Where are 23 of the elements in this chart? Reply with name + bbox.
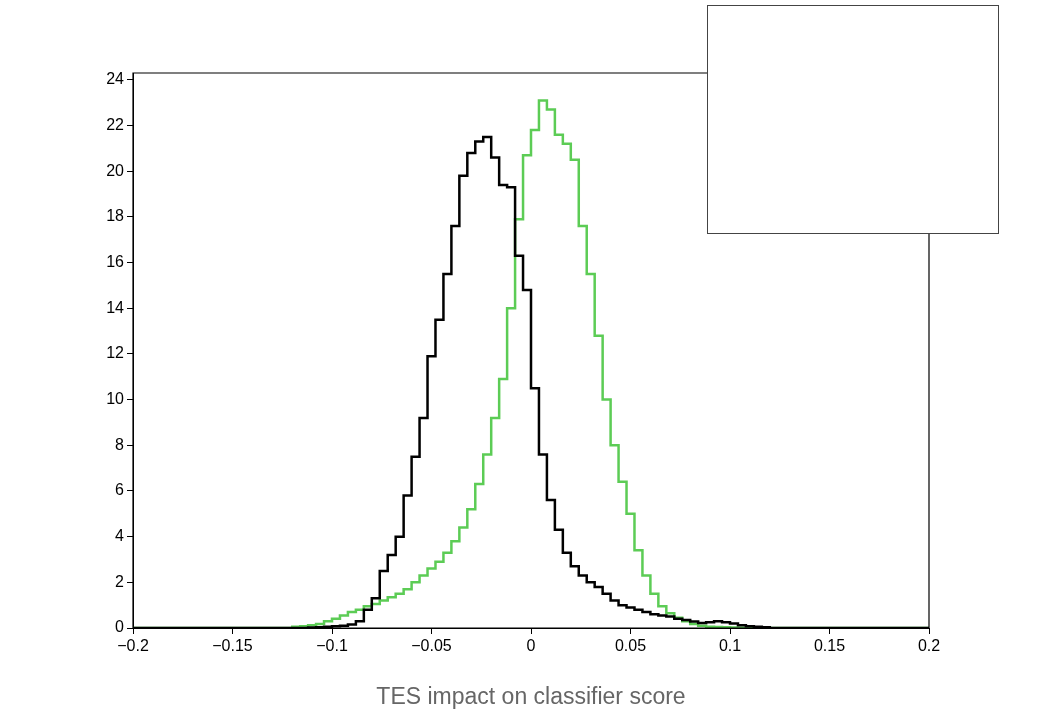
x-tick-label: 0.2 xyxy=(917,637,941,655)
y-tick-label: 8 xyxy=(115,435,125,453)
y-tick-label: 6 xyxy=(115,481,125,499)
x-tick-label: 0.15 xyxy=(813,637,846,655)
y-tick-label: 14 xyxy=(106,298,125,316)
x-tick-label: 0.05 xyxy=(614,637,647,655)
y-tick-label: 2 xyxy=(115,572,125,590)
x-tick-label: −0.15 xyxy=(212,637,253,655)
y-tick-label: 22 xyxy=(106,115,125,133)
y-tick-label: 12 xyxy=(106,344,125,362)
y-tick-label: 16 xyxy=(106,252,125,270)
y-tick-label: 20 xyxy=(106,161,125,179)
x-tick-label: −0.1 xyxy=(316,637,348,655)
y-tick-label: 4 xyxy=(115,527,125,545)
y-tick-label: 0 xyxy=(115,618,125,636)
y-tick-label: 10 xyxy=(106,390,125,408)
x-tick-label: 0.1 xyxy=(718,637,742,655)
x-tick-label: −0.05 xyxy=(411,637,452,655)
y-tick-label: 24 xyxy=(106,70,125,88)
y-tick-label: 18 xyxy=(106,207,125,225)
x-tick-label: −0.2 xyxy=(117,637,149,655)
x-axis-title: TES impact on classifier score xyxy=(376,682,686,709)
x-tick-label: 0 xyxy=(526,637,536,655)
